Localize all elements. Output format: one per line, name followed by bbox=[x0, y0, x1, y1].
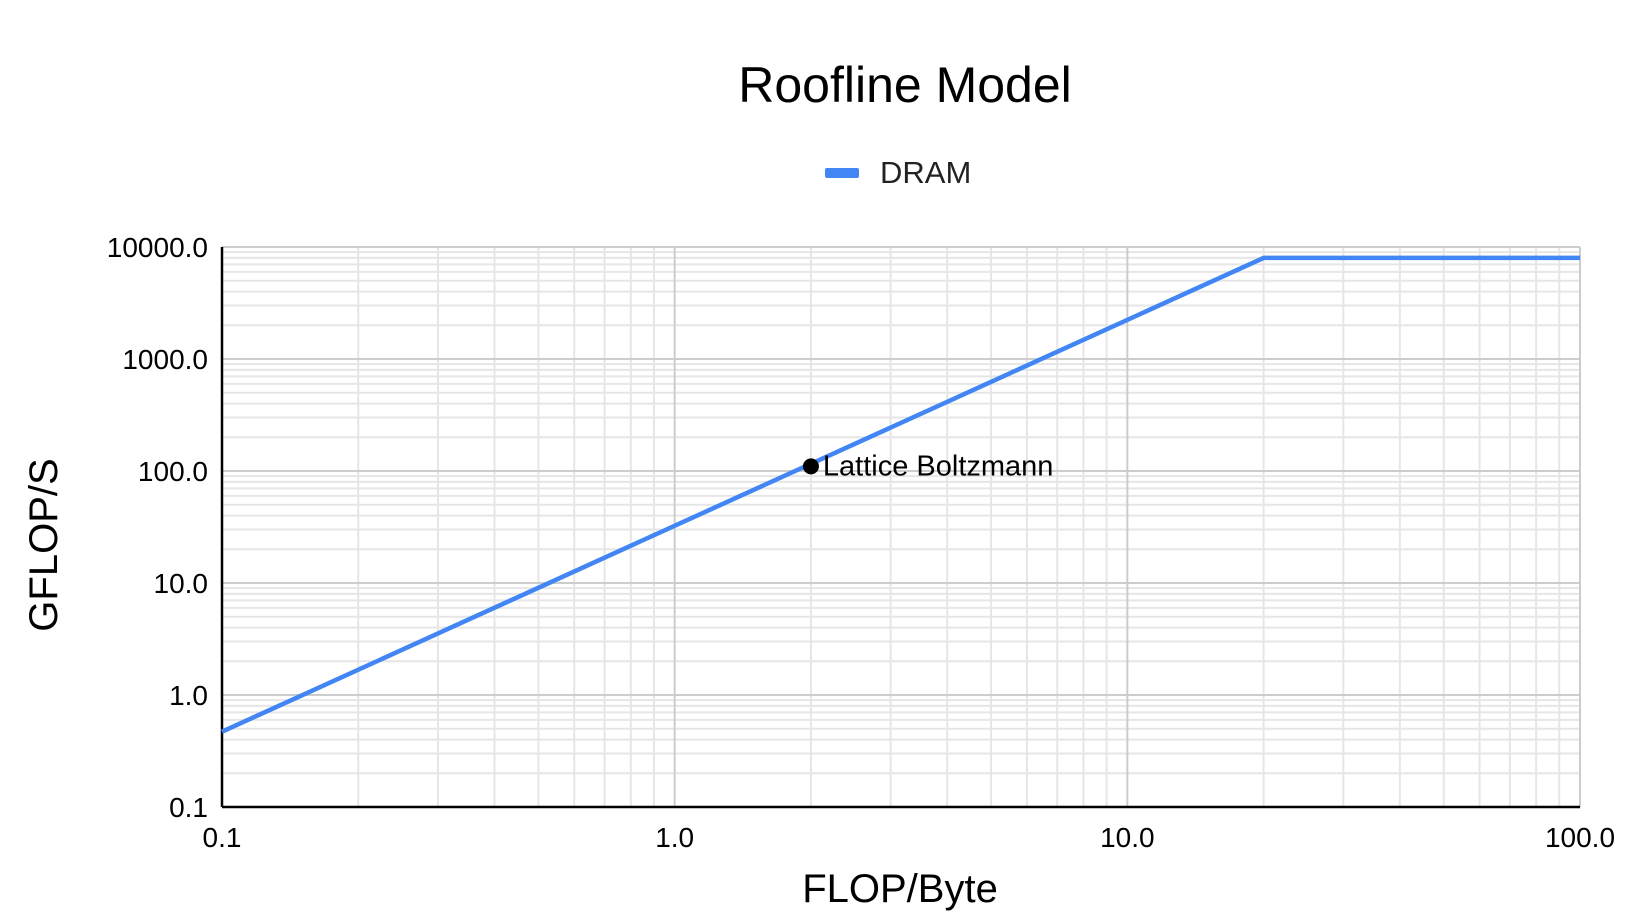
legend-label-dram: DRAM bbox=[880, 155, 971, 190]
y-axis-label: GFLOP/S bbox=[22, 458, 66, 631]
grid-layer bbox=[221, 246, 1581, 808]
y-tick-label: 1.0 bbox=[169, 680, 208, 711]
x-tick-label: 100.0 bbox=[1545, 822, 1615, 853]
x-axis-label: FLOP/Byte bbox=[802, 867, 998, 911]
series-layer bbox=[221, 255, 1580, 734]
annotation-point bbox=[802, 458, 819, 475]
annotation-label: Lattice Boltzmann bbox=[823, 450, 1054, 482]
x-tick-label: 10.0 bbox=[1100, 822, 1155, 853]
tick-layer: 0.1 1.0 10.0 100.0 0.1 1.0 10.0 100.0 1000.0 1000… bbox=[107, 232, 1615, 853]
y-tick-label: 0.1 bbox=[169, 792, 208, 823]
series-line-dram bbox=[221, 255, 1580, 734]
chart-title: Roofline Model bbox=[738, 57, 1072, 113]
x-tick-label: 1.0 bbox=[655, 822, 694, 853]
legend: DRAM bbox=[825, 155, 971, 190]
y-tick-label: 1000.0 bbox=[122, 344, 208, 375]
y-tick-label: 10.0 bbox=[154, 568, 209, 599]
y-tick-label: 10000.0 bbox=[107, 232, 208, 263]
x-tick-label: 0.1 bbox=[203, 822, 242, 853]
annotation-layer: Lattice Boltzmann bbox=[802, 450, 1054, 482]
legend-swatch-dram bbox=[825, 168, 859, 178]
axis-layer bbox=[220, 247, 1580, 809]
y-tick-label: 100.0 bbox=[138, 456, 208, 487]
